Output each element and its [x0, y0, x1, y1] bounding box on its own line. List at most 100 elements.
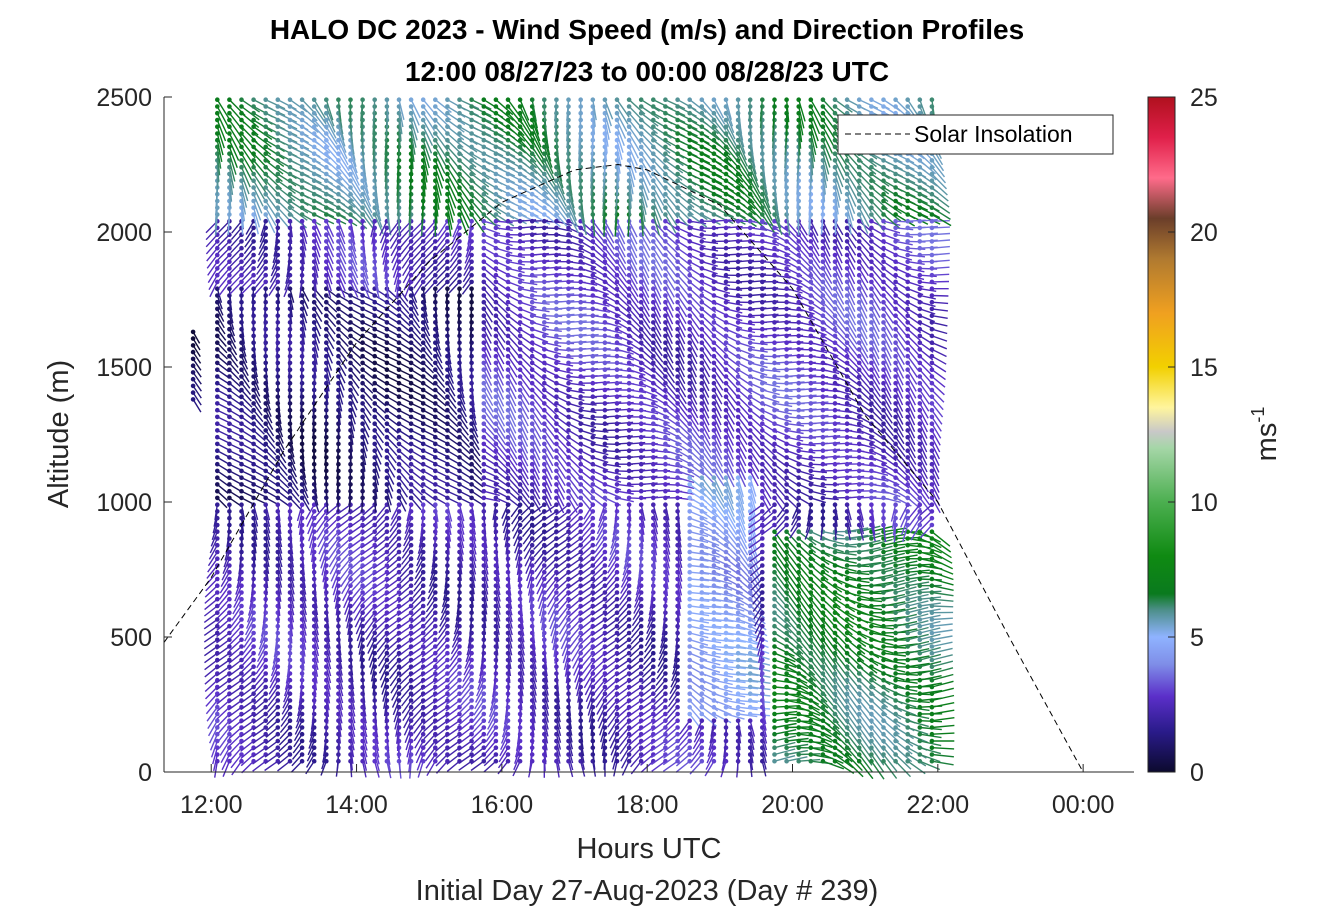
wind-barb	[241, 497, 255, 505]
wind-barb	[253, 429, 266, 442]
wind-barb	[229, 740, 243, 754]
wind-barb	[277, 166, 297, 180]
wind-barb	[228, 369, 240, 381]
wind-barb-point	[408, 401, 414, 406]
wind-barb-point	[408, 326, 414, 332]
wind-barb-point	[420, 569, 426, 575]
wind-barb-point	[445, 482, 450, 487]
wind-barb	[253, 699, 267, 712]
wind-barb-point	[215, 434, 220, 440]
wind-barb	[217, 598, 230, 613]
wind-barb-point	[299, 158, 305, 163]
wind-barb-point	[348, 212, 353, 217]
wind-barb-point	[481, 495, 487, 501]
wind-barb-point	[505, 320, 511, 325]
wind-barb	[216, 490, 229, 502]
wind-barb-point	[227, 401, 232, 406]
wind-barb-point	[263, 104, 269, 109]
wind-barb	[219, 740, 230, 756]
wind-barb-point	[420, 563, 426, 568]
wind-barb-point	[311, 151, 317, 156]
wind-barb	[203, 632, 218, 643]
wind-barb	[216, 119, 227, 142]
wind-barb-point	[505, 293, 511, 298]
wind-barb-point	[336, 293, 341, 298]
wind-barb-point	[239, 637, 244, 642]
wind-barb-point	[311, 185, 317, 190]
wind-barb-point	[287, 461, 293, 467]
wind-barb-point	[457, 455, 462, 460]
wind-barb	[232, 598, 243, 615]
wind-barb	[205, 578, 218, 592]
wind-barb-point	[215, 428, 220, 433]
wind-barb-point	[433, 434, 438, 440]
wind-barb	[192, 385, 202, 399]
wind-barb	[265, 105, 286, 117]
wind-barb	[277, 132, 298, 144]
wind-barb	[265, 578, 268, 596]
wind-barb	[277, 565, 283, 581]
wind-barb	[252, 214, 259, 235]
wind-barb-point	[493, 353, 499, 359]
wind-barb-point	[420, 279, 426, 285]
wind-barb-point	[505, 137, 511, 143]
wind-barb-point	[251, 488, 256, 494]
wind-barb-point	[469, 684, 474, 690]
wind-barb-point	[215, 583, 220, 588]
wind-barb	[217, 254, 230, 268]
wind-barb-point	[251, 407, 256, 413]
wind-barb	[260, 220, 267, 237]
wind-barb	[278, 740, 291, 752]
wind-barb-point	[215, 468, 220, 474]
wind-barb	[240, 153, 254, 174]
wind-barb	[254, 666, 267, 681]
wind-barb-point	[190, 343, 196, 348]
wind-barb-point	[287, 725, 293, 730]
wind-barb-point	[227, 448, 232, 454]
wind-barb-point	[311, 104, 317, 109]
wind-barb-point	[324, 313, 329, 319]
wind-barb-point	[275, 731, 281, 737]
wind-barb-point	[263, 718, 269, 723]
wind-barb-point	[287, 117, 293, 123]
wind-barb-point	[239, 178, 244, 183]
wind-barb-point	[360, 367, 365, 373]
wind-barb-point	[469, 212, 474, 217]
wind-barb-point	[360, 97, 365, 102]
wind-barb	[282, 693, 291, 709]
wind-barb-point	[215, 333, 220, 339]
wind-barb-point	[360, 380, 365, 386]
wind-barb-point	[215, 556, 220, 561]
wind-barb	[206, 247, 218, 262]
wind-barb-point	[372, 637, 378, 642]
wind-barb-point	[239, 407, 244, 413]
wind-barb-point	[263, 677, 269, 683]
wind-barb-point	[348, 171, 353, 177]
wind-barb	[241, 396, 253, 408]
wind-barb-point	[481, 428, 487, 433]
wind-barb-point	[420, 131, 426, 136]
wind-barb-point	[239, 630, 244, 636]
wind-barb	[236, 572, 243, 589]
wind-barb	[301, 585, 307, 602]
wind-barb	[215, 672, 230, 684]
wind-barb-point	[481, 347, 487, 352]
wind-barb	[222, 558, 231, 574]
wind-barb-point	[384, 326, 390, 332]
wind-barb-point	[493, 401, 499, 406]
wind-barb-point	[251, 252, 256, 258]
wind-barb-point	[457, 482, 462, 487]
wind-barb-point	[275, 455, 281, 460]
wind-barb-point	[336, 360, 341, 366]
wind-barb-point	[251, 131, 256, 136]
wind-barb-point	[493, 461, 499, 467]
wind-barb-point	[457, 171, 462, 177]
wind-barb	[207, 551, 218, 567]
wind-barb	[265, 511, 271, 527]
wind-barb-point	[469, 137, 474, 143]
wind-barb-point	[408, 320, 414, 325]
wind-barb	[289, 450, 296, 465]
wind-barb-point	[239, 468, 244, 474]
wind-barb-point	[505, 272, 511, 278]
wind-barb	[289, 99, 308, 113]
